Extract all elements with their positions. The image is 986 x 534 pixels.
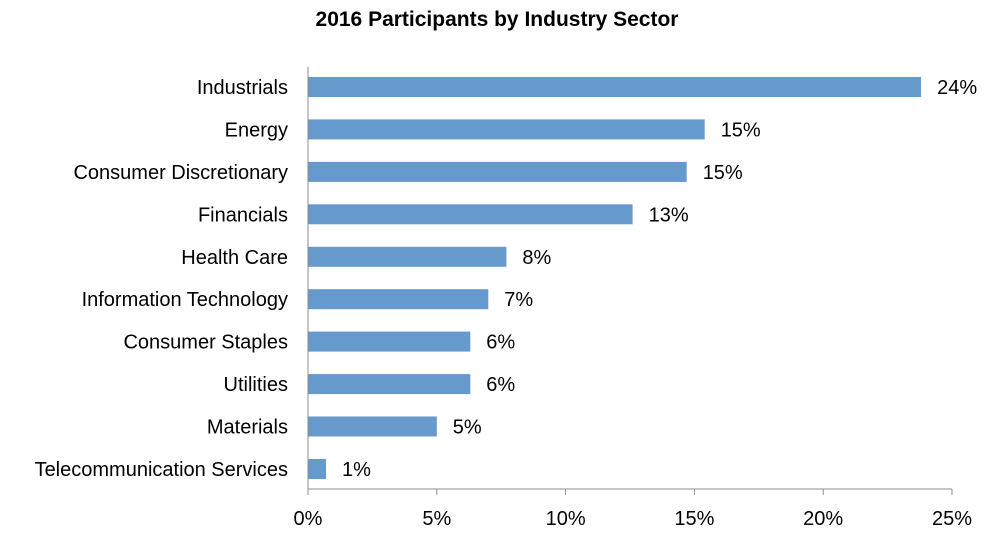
bar-information-technology [308, 289, 489, 310]
category-label-health-care: Health Care [181, 247, 288, 269]
bar-utilities [308, 374, 471, 395]
bars-layer [308, 77, 922, 479]
data-label-financials: 13% [649, 204, 689, 226]
data-label-health-care: 8% [522, 247, 551, 269]
data-labels-layer: 24%15%15%13%8%7%6%6%5%1% [342, 77, 977, 481]
bar-industrials [308, 77, 922, 97]
x-tick-label: 20% [803, 508, 843, 530]
bar-consumer-discretionary [308, 161, 687, 182]
x-tick-label: 0% [294, 508, 323, 530]
category-label-consumer-discretionary: Consumer Discretionary [73, 162, 288, 184]
chart-title: 2016 Participants by Industry Sector [316, 8, 679, 31]
data-label-energy: 15% [721, 119, 761, 141]
category-label-telecommunication-services: Telecommunication Services [35, 459, 288, 481]
data-label-telecommunication-services: 1% [342, 459, 371, 481]
category-label-energy: Energy [225, 119, 288, 141]
category-label-materials: Materials [207, 417, 288, 439]
bar-energy [308, 119, 705, 140]
category-label-industrials: Industrials [197, 77, 288, 99]
x-tick-label: 15% [674, 508, 714, 530]
data-label-consumer-discretionary: 15% [703, 162, 743, 184]
data-label-industrials: 24% [937, 77, 977, 99]
category-label-utilities: Utilities [224, 374, 288, 396]
x-tick-label: 5% [422, 508, 451, 530]
bar-consumer-staples [308, 331, 471, 352]
data-label-information-technology: 7% [504, 289, 533, 311]
bar-health-care [308, 246, 507, 267]
data-label-materials: 5% [453, 417, 482, 439]
data-label-utilities: 6% [486, 374, 515, 396]
category-labels-layer: Industrials Energy Consumer Discretionary F… [35, 77, 288, 481]
category-label-financials: Financials [198, 204, 288, 226]
x-tick-label: 25% [932, 508, 972, 530]
category-label-consumer-staples: Consumer Staples [123, 332, 288, 354]
bar-financials [308, 204, 633, 225]
data-label-consumer-staples: 6% [486, 332, 515, 354]
category-label-information-technology: Information Technology [82, 289, 288, 311]
bar-telecommunication-services [308, 459, 326, 479]
bar-materials [308, 416, 437, 437]
x-tick-label: 10% [546, 508, 586, 530]
x-axis: 0% 5% 10% 15% 20% 25% [294, 66, 972, 530]
